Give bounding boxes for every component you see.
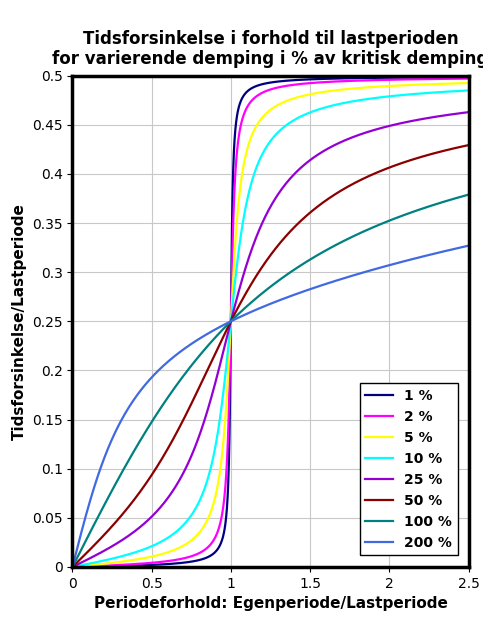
5 % xyxy=(70,563,75,571)
200 % xyxy=(71,556,77,564)
1 % xyxy=(71,563,77,571)
1 % xyxy=(445,74,451,81)
25 % xyxy=(263,211,269,219)
1 % xyxy=(86,563,92,570)
5 % xyxy=(445,80,451,88)
200 % xyxy=(93,478,99,485)
100 % xyxy=(445,197,451,204)
1 % xyxy=(93,563,99,570)
50 % xyxy=(71,561,77,569)
100 % xyxy=(86,531,92,539)
Line: 1 %: 1 % xyxy=(72,77,469,567)
5 % xyxy=(147,553,153,561)
200 % xyxy=(263,302,269,309)
200 % xyxy=(70,563,75,571)
Line: 50 %: 50 % xyxy=(72,145,469,567)
Line: 10 %: 10 % xyxy=(72,91,469,567)
50 % xyxy=(466,141,471,149)
100 % xyxy=(93,517,99,524)
25 % xyxy=(466,108,471,116)
25 % xyxy=(71,563,77,570)
50 % xyxy=(263,258,269,265)
10 % xyxy=(71,563,77,570)
10 % xyxy=(263,144,269,151)
2 % xyxy=(263,88,269,95)
50 % xyxy=(70,563,75,571)
1 % xyxy=(466,73,471,81)
10 % xyxy=(86,560,92,568)
25 % xyxy=(86,555,92,563)
25 % xyxy=(70,563,75,571)
2 % xyxy=(93,562,99,570)
2 % xyxy=(147,559,153,567)
10 % xyxy=(70,563,75,571)
1 % xyxy=(70,563,75,571)
1 % xyxy=(147,561,153,569)
200 % xyxy=(445,247,451,255)
200 % xyxy=(147,375,153,383)
10 % xyxy=(147,543,153,551)
50 % xyxy=(445,146,451,154)
Title: Tidsforsinkelse i forhold til lastperioden
for varierende demping i % av kritisk: Tidsforsinkelse i forhold til lastperiod… xyxy=(52,30,483,69)
5 % xyxy=(86,561,92,569)
Line: 200 %: 200 % xyxy=(72,246,469,567)
Line: 25 %: 25 % xyxy=(72,112,469,567)
Line: 5 %: 5 % xyxy=(72,83,469,567)
Legend: 1 %, 2 %, 5 %, 10 %, 25 %, 50 %, 100 %, 200 %: 1 %, 2 %, 5 %, 10 %, 25 %, 50 %, 100 %, … xyxy=(360,384,457,555)
5 % xyxy=(71,563,77,571)
25 % xyxy=(147,515,153,522)
100 % xyxy=(71,559,77,567)
5 % xyxy=(93,561,99,568)
25 % xyxy=(445,111,451,118)
10 % xyxy=(466,87,471,94)
Y-axis label: Tidsforsinkelse/Lastperiode: Tidsforsinkelse/Lastperiode xyxy=(12,203,27,440)
100 % xyxy=(147,421,153,428)
X-axis label: Periodeforhold: Egenperiode/Lastperiode: Periodeforhold: Egenperiode/Lastperiode xyxy=(94,596,447,611)
2 % xyxy=(71,563,77,571)
10 % xyxy=(445,88,451,95)
5 % xyxy=(263,110,269,117)
100 % xyxy=(263,287,269,294)
25 % xyxy=(93,551,99,559)
1 % xyxy=(263,79,269,87)
200 % xyxy=(86,501,92,509)
10 % xyxy=(93,558,99,566)
200 % xyxy=(466,242,471,249)
Line: 2 %: 2 % xyxy=(72,79,469,567)
2 % xyxy=(70,563,75,571)
100 % xyxy=(70,563,75,571)
50 % xyxy=(147,474,153,481)
Line: 100 %: 100 % xyxy=(72,195,469,567)
5 % xyxy=(466,79,471,87)
2 % xyxy=(86,563,92,570)
2 % xyxy=(445,75,451,83)
100 % xyxy=(466,191,471,198)
2 % xyxy=(466,75,471,83)
50 % xyxy=(86,547,92,554)
50 % xyxy=(93,539,99,547)
